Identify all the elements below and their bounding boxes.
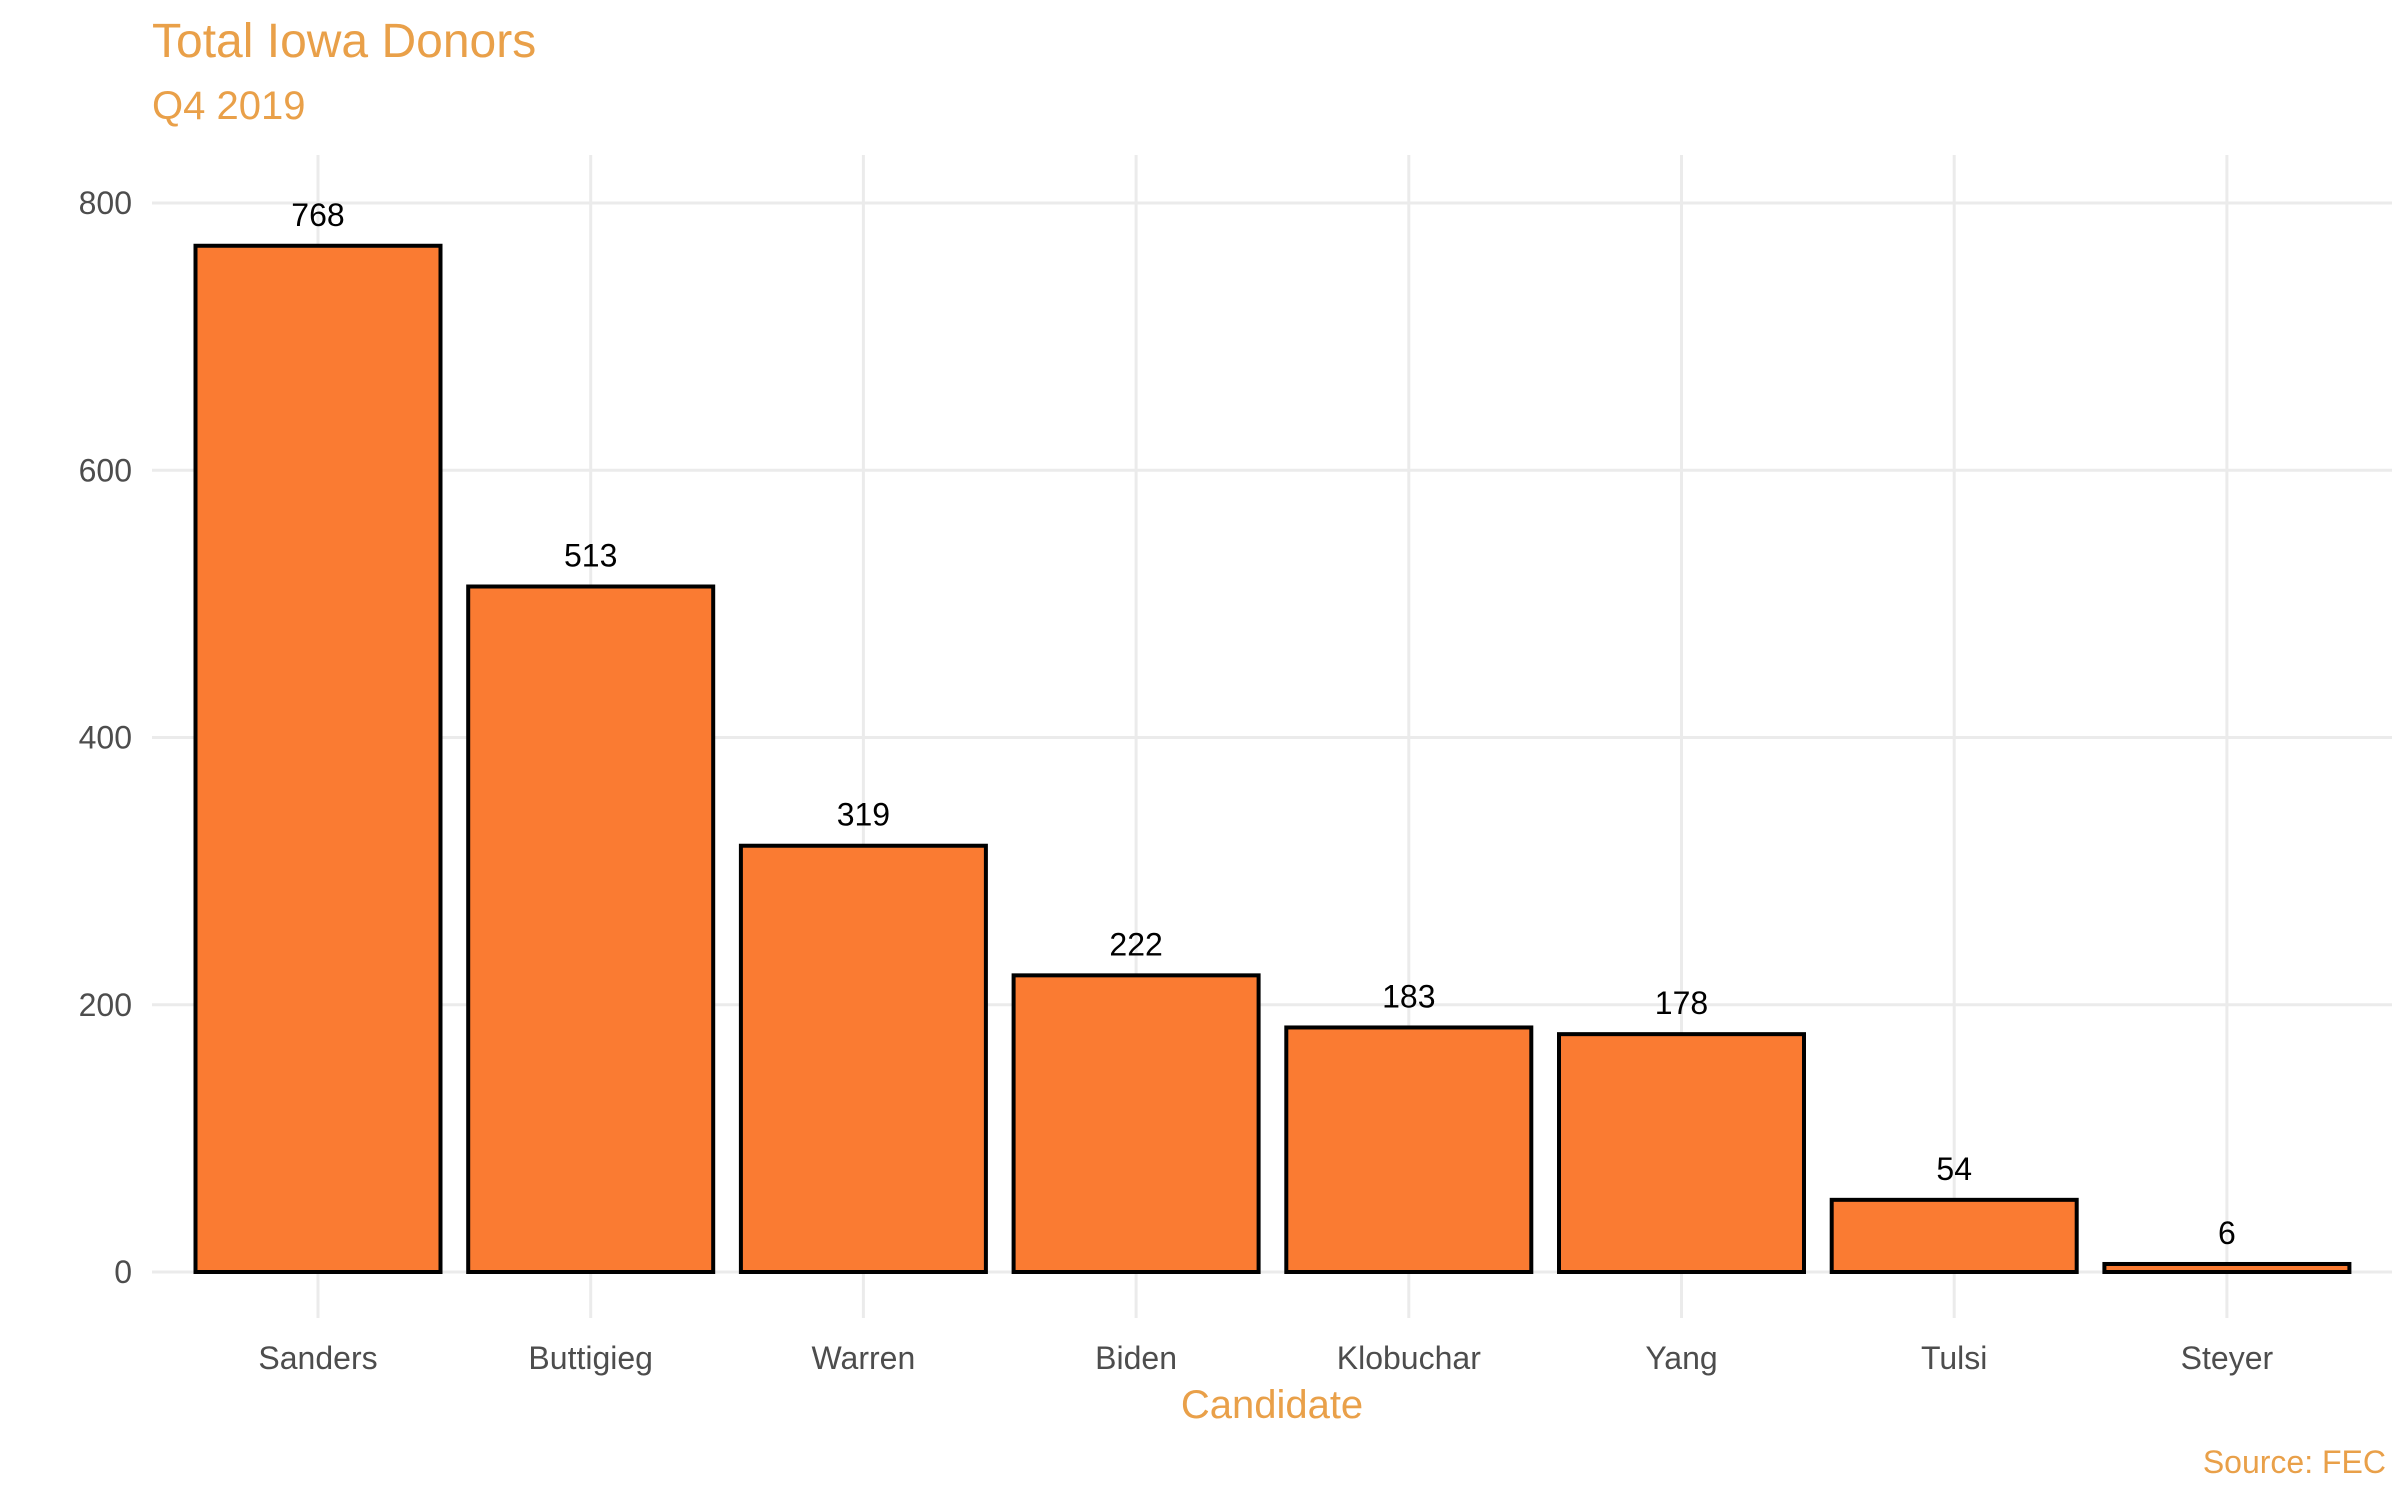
y-tick-label: 400: [79, 720, 132, 756]
x-tick-label: Sanders: [258, 1340, 377, 1376]
y-tick-label: 0: [114, 1254, 132, 1290]
data-label: 178: [1655, 985, 1708, 1021]
chart-title: Total Iowa Donors: [152, 15, 537, 68]
bars: [193, 243, 2352, 1275]
data-label: 513: [564, 538, 617, 574]
x-tick-label: Warren: [812, 1340, 916, 1376]
x-tick-label: Klobuchar: [1337, 1340, 1481, 1376]
y-tick-label: 200: [79, 987, 132, 1023]
data-label: 6: [2218, 1215, 2236, 1251]
bar-tulsi: [1829, 1197, 2079, 1275]
bar-klobuchar: [1284, 1025, 1534, 1275]
bar-yang: [1557, 1032, 1806, 1274]
bar-biden: [1011, 973, 1261, 1274]
bar-steyer: [2102, 1261, 2352, 1275]
y-tick-label: 600: [79, 452, 132, 488]
y-axis-ticks: 0 200 400 600 800: [79, 185, 132, 1290]
x-tick-label: Buttigieg: [528, 1340, 653, 1376]
chart-subtitle: Q4 2019: [152, 84, 306, 128]
data-label: 319: [837, 797, 890, 833]
x-axis-title: Candidate: [1181, 1383, 1363, 1427]
bar-warren: [738, 843, 988, 1275]
x-tick-label: Biden: [1095, 1340, 1177, 1376]
x-axis-ticks: Sanders Buttigieg Warren Biden Klobuchar Yang…: [258, 1340, 2273, 1376]
y-tick-label: 800: [79, 185, 132, 221]
bar-buttigieg: [466, 584, 716, 1274]
x-tick-label: Steyer: [2181, 1340, 2274, 1376]
x-tick-label: Tulsi: [1921, 1340, 1987, 1376]
data-label: 54: [1936, 1151, 1972, 1187]
data-label: 222: [1109, 926, 1162, 962]
data-label: 768: [291, 197, 344, 233]
x-tick-label: Yang: [1645, 1340, 1717, 1376]
data-labels: 768 513 319 222 183 178 54 6: [291, 197, 2235, 1251]
bar-sanders: [193, 243, 443, 1274]
chart-caption: Source: FEC: [2202, 1444, 2386, 1480]
data-label: 183: [1382, 978, 1435, 1014]
